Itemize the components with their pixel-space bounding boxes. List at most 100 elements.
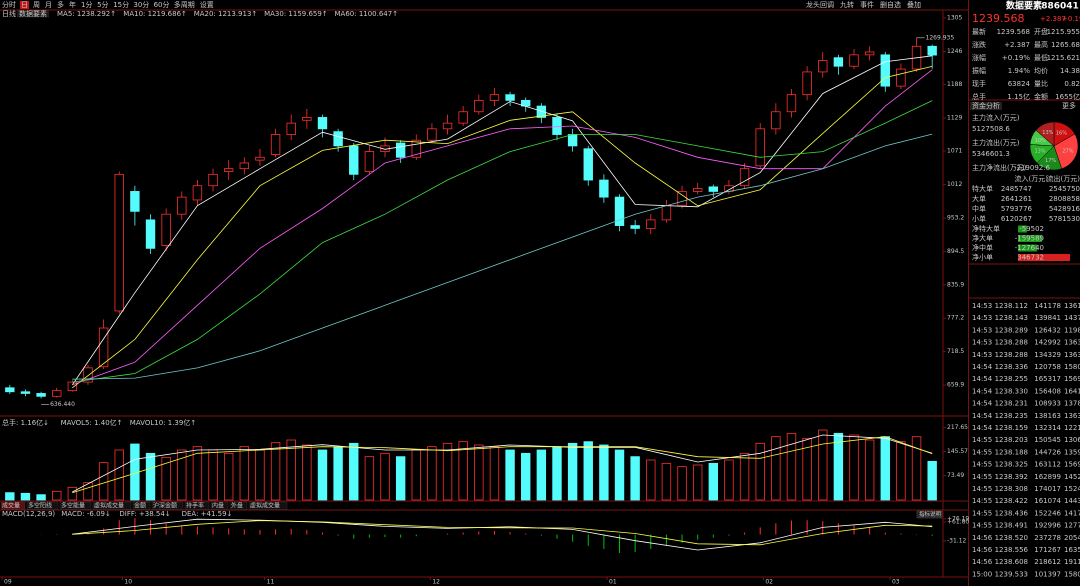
quote-value: 0.82 xyxy=(1064,80,1080,88)
quote-label: 涨跌 xyxy=(972,40,986,49)
indicator-tab[interactable]: 多空能量 xyxy=(61,502,85,510)
candle-body xyxy=(255,156,265,161)
trade-price: 1238.143 xyxy=(995,314,1028,322)
trade-time: 14:55 xyxy=(972,436,992,444)
toolbar-button[interactable]: 删自选 xyxy=(880,0,901,9)
volume-bar xyxy=(708,462,719,501)
toolbar-button[interactable]: 60分 xyxy=(154,0,170,9)
candle-body xyxy=(177,196,187,215)
volume-bar xyxy=(395,456,406,501)
toolbar-button[interactable]: 5分 xyxy=(97,0,108,9)
trade-volume: 126432 xyxy=(1034,326,1061,334)
candle-body xyxy=(239,162,250,170)
candle-body xyxy=(67,381,78,392)
quote-label: 总手 xyxy=(972,92,986,101)
trade-volume: 150545 xyxy=(1034,436,1061,444)
indicator-tab-box xyxy=(59,501,92,510)
indicator-tab[interactable]: 虚拟成交量 xyxy=(250,502,280,510)
flow-header: 流出(万元) xyxy=(1047,174,1080,183)
volume-bar xyxy=(802,437,812,501)
quote-value: 1215.621 xyxy=(1047,54,1080,62)
candle-body xyxy=(692,188,703,192)
y-tick-label: 953.2 xyxy=(947,215,964,222)
trade-volume: 134329 xyxy=(1034,351,1061,359)
candle-body xyxy=(83,367,93,383)
toolbar-button[interactable]: 周 xyxy=(33,1,40,9)
volume-bar xyxy=(567,442,578,501)
indicator-tab[interactable]: 外盘 xyxy=(231,502,243,510)
indicator-tab[interactable]: 虚拟成交量 xyxy=(94,502,124,510)
toolbar-button[interactable]: 日 xyxy=(21,1,28,9)
trade-amount: 1635 xyxy=(1064,546,1080,554)
trade-volume: 139841 xyxy=(1034,314,1061,322)
indicator-tab[interactable]: 持手率 xyxy=(186,502,204,510)
fund-title[interactable]: 资金分析 xyxy=(972,101,1000,110)
volume-bar xyxy=(583,441,593,501)
toolbar-button[interactable]: 事件 xyxy=(860,0,874,9)
volume-bar xyxy=(161,456,171,501)
volume-bar xyxy=(599,444,609,501)
trade-time: 14:54 xyxy=(972,387,993,395)
volume-bar xyxy=(223,452,234,501)
trade-amount: 1363 xyxy=(1064,339,1080,347)
pie-slice xyxy=(1053,133,1079,170)
trade-time: 14:54 xyxy=(972,412,993,420)
indicator-tab[interactable]: 多空阳线 xyxy=(28,502,52,510)
candle-body xyxy=(161,213,171,246)
trade-time: 14:54 xyxy=(972,375,993,383)
trade-volume: 132314 xyxy=(1034,424,1061,432)
y-tick-label: 1071 xyxy=(947,148,962,155)
toolbar-button[interactable]: 月 xyxy=(45,1,52,9)
trade-amount: 2054 xyxy=(1064,534,1080,542)
flow-in: 6120267 xyxy=(1001,215,1032,223)
toolbar-button[interactable]: 1分 xyxy=(81,0,92,9)
volume-bar xyxy=(177,449,187,501)
selected-tab xyxy=(20,1,29,9)
trade-price: 1238.308 xyxy=(995,485,1028,493)
flow-out: 2808858 xyxy=(1049,195,1080,203)
pane-label: 总手: 1.16亿↓ xyxy=(2,418,49,427)
trade-amount: 1443 xyxy=(1064,497,1080,505)
toolbar-button[interactable]: 九转 xyxy=(840,0,854,9)
trade-price: 1238.159 xyxy=(995,424,1028,432)
quote-label: 最高 xyxy=(1034,40,1048,49)
indicator-tab[interactable]: 成交量 xyxy=(2,502,20,510)
trade-amount: 1306 xyxy=(1064,436,1080,444)
toolbar-button[interactable]: 多周期 xyxy=(174,0,195,9)
flow-in: 5793776 xyxy=(1001,205,1033,213)
toolbar-button[interactable]: 15分 xyxy=(113,0,129,9)
volume-bar xyxy=(98,462,109,501)
indicator-tab[interactable]: 沪深金额 xyxy=(153,502,177,510)
trade-price: 1238.422 xyxy=(995,497,1028,505)
indicator-tab[interactable]: 内盘 xyxy=(212,502,224,510)
trade-price: 1238.112 xyxy=(995,302,1028,310)
net-label: 净大单 xyxy=(972,234,993,243)
toolbar-button[interactable]: 30分 xyxy=(133,0,149,9)
toolbar-button[interactable]: 叠加 xyxy=(907,0,921,9)
indicator-help-button[interactable]: 指标说明 xyxy=(919,510,942,518)
toolbar-button[interactable]: 分时 xyxy=(2,0,16,9)
x-tick-label: 09 xyxy=(4,579,12,586)
toolbar-button[interactable]: 龙头回调 xyxy=(806,0,834,9)
trade-amount: 1378 xyxy=(1064,400,1080,408)
indicator-tab[interactable]: 金额 xyxy=(134,502,146,510)
toolbar-button[interactable]: 设置 xyxy=(200,0,214,9)
indicator-tab-box xyxy=(248,501,288,510)
candle-body xyxy=(427,128,437,141)
toolbar-button[interactable]: 年 xyxy=(69,0,76,9)
legend-entry: DIFF: +38.54↓ xyxy=(119,510,170,518)
trade-volume: 120758 xyxy=(1034,363,1061,371)
trade-time: 14:56 xyxy=(972,534,993,542)
trade-amount: 1361 xyxy=(1064,302,1080,310)
more-link[interactable]: 更多 xyxy=(1062,101,1076,110)
toolbar-button[interactable]: 多 xyxy=(57,0,64,9)
net-label: 净中单 xyxy=(972,243,993,252)
volume-bar xyxy=(458,441,468,501)
trade-volume: 144726 xyxy=(1034,448,1061,456)
y-tick-label: 718.5 xyxy=(947,348,964,355)
candle-body xyxy=(286,122,296,135)
fund-label: 主力净流出(万元) xyxy=(972,163,1027,172)
y-tick-label: 1012 xyxy=(947,181,962,188)
candle-body xyxy=(864,51,875,56)
candle-body xyxy=(349,145,359,175)
